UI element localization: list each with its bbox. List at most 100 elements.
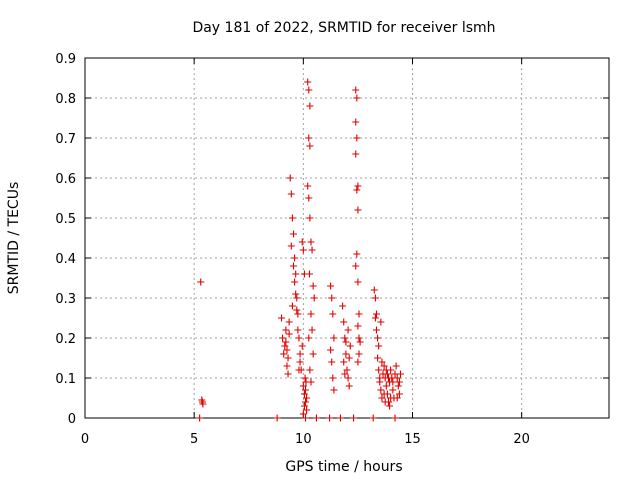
chart-title: Day 181 of 2022, SRMTID for receiver lsm… bbox=[192, 20, 495, 36]
data-point bbox=[340, 318, 348, 326]
data-point bbox=[287, 242, 295, 250]
data-point bbox=[350, 414, 358, 422]
data-point bbox=[283, 346, 291, 354]
data-point bbox=[299, 382, 307, 390]
data-point bbox=[327, 346, 335, 354]
data-point bbox=[305, 334, 313, 342]
data-point bbox=[287, 190, 295, 198]
tick-labels: 0 5 10 15 20 0 0.1 0.2 0.3 0.4 0.5 0.6 0.7 0.8 0.9 bbox=[55, 52, 530, 447]
data-point bbox=[371, 314, 379, 322]
data-point bbox=[296, 358, 304, 366]
data-point bbox=[300, 402, 308, 410]
data-point bbox=[293, 306, 301, 314]
data-point bbox=[292, 290, 300, 298]
data-point bbox=[355, 350, 363, 358]
data-point bbox=[374, 334, 382, 342]
y-axis-label: SRMTID / TECUs bbox=[6, 182, 22, 295]
data-point bbox=[372, 310, 380, 318]
data-point bbox=[288, 302, 296, 310]
data-point bbox=[196, 414, 204, 422]
data-point bbox=[290, 262, 298, 270]
data-point bbox=[382, 382, 390, 390]
data-point bbox=[305, 134, 313, 142]
y-tick-label: 0.3 bbox=[55, 292, 76, 307]
data-point bbox=[380, 390, 388, 398]
data-point bbox=[372, 326, 380, 334]
data-point bbox=[282, 338, 290, 346]
data-point bbox=[306, 142, 314, 150]
y-tick-label: 0.6 bbox=[55, 172, 76, 187]
y-tick-label: 0.4 bbox=[55, 252, 76, 267]
data-point bbox=[346, 342, 354, 350]
data-point bbox=[306, 102, 314, 110]
data-point bbox=[343, 366, 351, 374]
data-point bbox=[387, 394, 395, 402]
data-point bbox=[312, 414, 320, 422]
data-point bbox=[391, 414, 399, 422]
data-point bbox=[353, 94, 361, 102]
y-tick-label: 0.7 bbox=[55, 132, 76, 147]
data-point bbox=[330, 386, 338, 394]
data-point bbox=[354, 278, 362, 286]
data-point bbox=[330, 334, 338, 342]
data-point bbox=[374, 354, 382, 362]
data-point bbox=[384, 374, 392, 382]
data-point bbox=[386, 402, 394, 410]
data-point bbox=[283, 362, 291, 370]
x-tick-label: 0 bbox=[81, 432, 89, 447]
data-point bbox=[307, 378, 315, 386]
data-point bbox=[370, 286, 378, 294]
data-point bbox=[393, 374, 401, 382]
data-point bbox=[294, 326, 302, 334]
grid-lines bbox=[85, 58, 609, 418]
data-point bbox=[306, 366, 314, 374]
y-tick-label: 0.1 bbox=[55, 372, 76, 387]
y-tick-label: 0 bbox=[68, 412, 76, 427]
data-point bbox=[288, 214, 296, 222]
x-tick-label: 15 bbox=[404, 432, 421, 447]
data-point bbox=[342, 338, 350, 346]
data-point bbox=[369, 414, 377, 422]
data-point bbox=[328, 358, 336, 366]
x-tick-label: 5 bbox=[190, 432, 198, 447]
data-point bbox=[344, 374, 352, 382]
data-point bbox=[278, 314, 285, 322]
data-point bbox=[302, 414, 310, 422]
data-point bbox=[329, 374, 337, 382]
data-point bbox=[292, 270, 300, 278]
data-point bbox=[394, 382, 402, 390]
data-point bbox=[298, 342, 306, 350]
data-point bbox=[301, 374, 309, 382]
data-point bbox=[344, 326, 352, 334]
data-point bbox=[282, 326, 290, 334]
data-point bbox=[381, 398, 389, 406]
data-point bbox=[308, 326, 316, 334]
data-point bbox=[340, 358, 348, 366]
data-point bbox=[307, 310, 315, 318]
data-point bbox=[356, 338, 364, 346]
data-point bbox=[336, 414, 344, 422]
data-point bbox=[353, 134, 361, 142]
data-point bbox=[345, 382, 353, 390]
data-point bbox=[345, 354, 353, 362]
data-point bbox=[304, 182, 312, 190]
data-point bbox=[310, 294, 318, 302]
data-point bbox=[295, 366, 303, 374]
data-point bbox=[378, 394, 386, 402]
data-point bbox=[291, 254, 299, 262]
data-point bbox=[377, 318, 385, 326]
data-point bbox=[300, 390, 308, 398]
data-point bbox=[353, 186, 361, 194]
data-point bbox=[303, 406, 311, 414]
x-tick-label: 20 bbox=[513, 432, 530, 447]
data-point bbox=[329, 310, 337, 318]
data-point bbox=[353, 250, 361, 258]
data-point bbox=[309, 350, 317, 358]
data-point bbox=[355, 334, 363, 342]
data-point bbox=[296, 350, 304, 358]
data-point bbox=[341, 370, 349, 378]
data-point bbox=[352, 86, 360, 94]
data-point bbox=[395, 390, 403, 398]
data-point bbox=[355, 310, 363, 318]
